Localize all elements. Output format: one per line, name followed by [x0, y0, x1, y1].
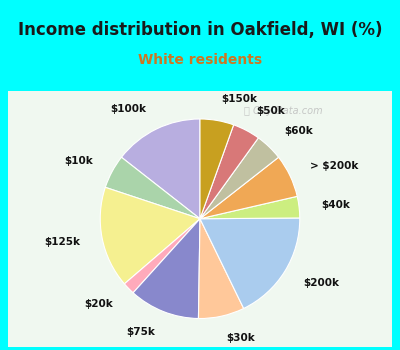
- Text: $75k: $75k: [126, 327, 156, 337]
- Wedge shape: [200, 218, 300, 308]
- Wedge shape: [200, 125, 258, 219]
- Wedge shape: [198, 219, 244, 318]
- Text: $50k: $50k: [257, 106, 286, 116]
- Text: $200k: $200k: [304, 278, 340, 288]
- Text: $40k: $40k: [321, 199, 350, 210]
- Text: $20k: $20k: [84, 299, 113, 309]
- Wedge shape: [105, 157, 200, 219]
- Wedge shape: [200, 119, 234, 219]
- Text: $30k: $30k: [226, 332, 255, 343]
- Wedge shape: [124, 219, 200, 293]
- Text: $150k: $150k: [221, 94, 257, 104]
- Text: Income distribution in Oakfield, WI (%): Income distribution in Oakfield, WI (%): [18, 21, 382, 39]
- Text: $10k: $10k: [64, 156, 93, 166]
- Text: > $200k: > $200k: [310, 161, 358, 171]
- Text: White residents: White residents: [138, 52, 262, 66]
- Wedge shape: [200, 196, 300, 219]
- Wedge shape: [200, 157, 297, 219]
- Wedge shape: [200, 138, 278, 219]
- Wedge shape: [122, 119, 200, 219]
- Text: $100k: $100k: [111, 104, 147, 114]
- Text: $60k: $60k: [284, 126, 313, 136]
- Wedge shape: [100, 187, 200, 284]
- Text: $125k: $125k: [45, 237, 81, 247]
- Wedge shape: [133, 219, 200, 318]
- Text: Ⓜ City-Data.com: Ⓜ City-Data.com: [244, 106, 322, 117]
